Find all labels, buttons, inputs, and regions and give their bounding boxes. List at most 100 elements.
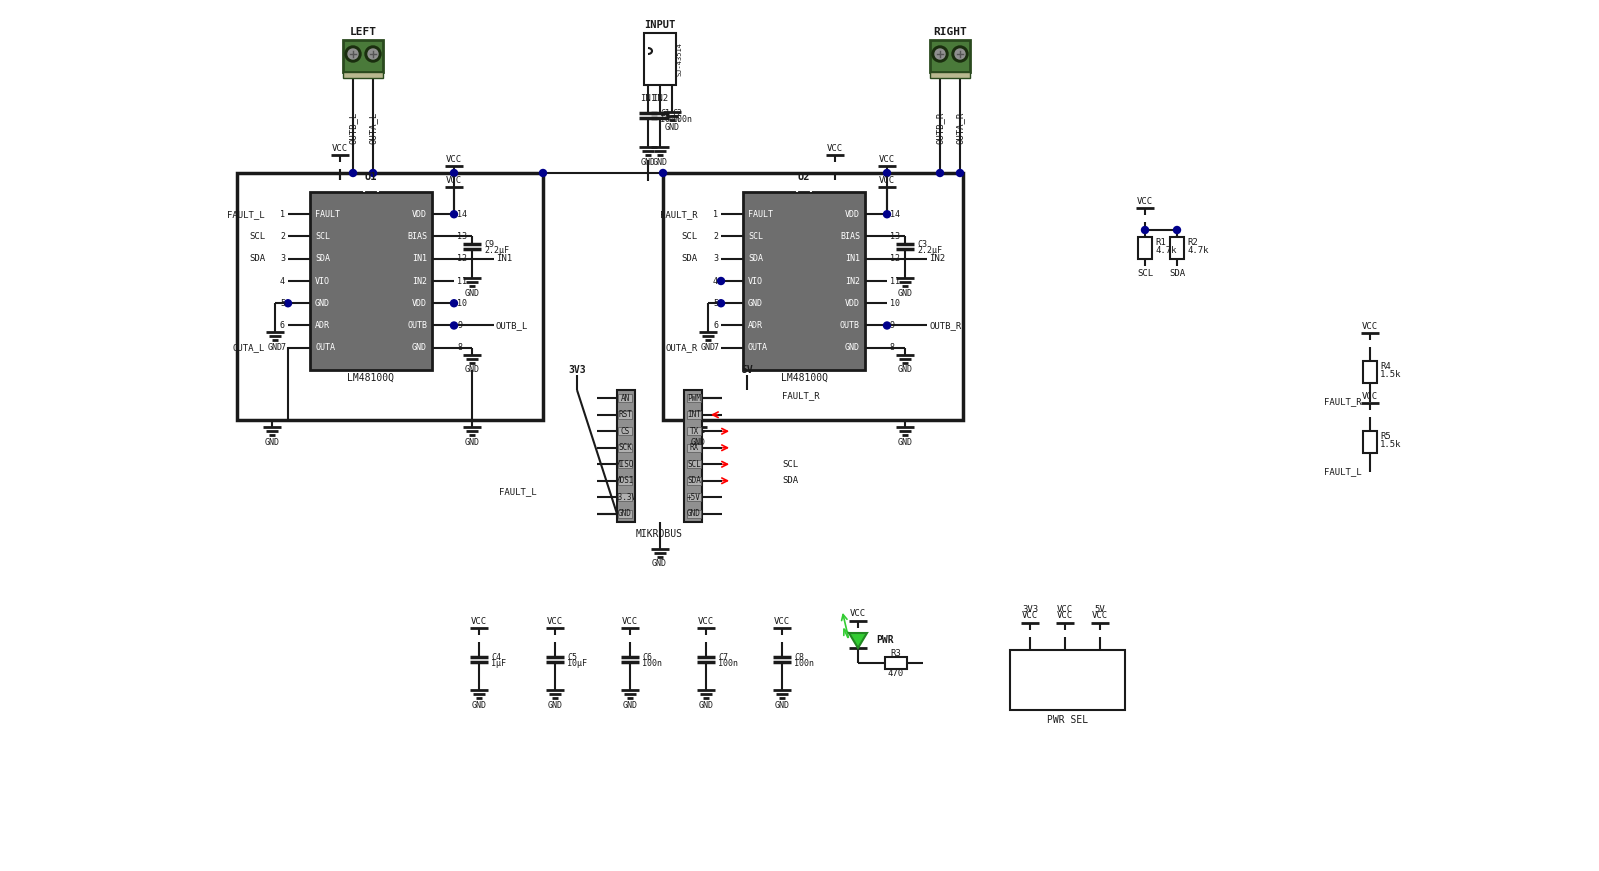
Bar [884,657,907,669]
Bar [1170,237,1183,259]
Bar [688,395,700,402]
Text: GND: GND [547,700,563,710]
Text: VCC: VCC [446,176,462,185]
Text: 3: 3 [713,254,718,263]
Text: C7: C7 [718,652,728,661]
Circle shape [349,49,358,59]
Circle shape [956,170,964,177]
Text: SJ-43514: SJ-43514 [676,42,683,76]
Text: GND: GND [665,123,680,132]
Text: C5: C5 [568,652,577,661]
Text: 8: 8 [891,343,895,352]
Text: VCC: VCC [851,610,867,618]
Bar [617,510,632,517]
Bar [688,493,700,501]
Text: OUTA_R: OUTA_R [665,343,699,352]
Circle shape [350,170,357,177]
Text: SCL: SCL [748,232,763,241]
Text: VCC: VCC [1057,611,1073,620]
Text: SDA: SDA [249,254,265,263]
Text: 7: 7 [713,343,718,352]
Bar [617,493,632,501]
Text: 470: 470 [887,670,903,679]
Bar [617,460,632,469]
Bar [688,443,700,452]
Text: SDA: SDA [782,476,798,485]
Text: VCC: VCC [1362,321,1378,330]
Circle shape [451,211,457,218]
Text: IN1: IN1 [496,254,512,263]
Text: MISO: MISO [616,460,635,469]
Text: VDD: VDD [844,299,860,307]
Text: 6: 6 [713,321,718,330]
Text: 100n: 100n [718,658,739,667]
Text: 10μF: 10μF [568,658,587,667]
Text: SCK: SCK [619,443,632,452]
Text: BIAS: BIAS [839,232,860,241]
Text: OUTB: OUTB [839,321,860,330]
Text: 13: 13 [457,232,467,241]
Circle shape [368,49,377,59]
Text: VCC: VCC [1022,611,1038,620]
Text: 3: 3 [280,254,285,263]
Text: FAULT_R: FAULT_R [782,391,820,401]
Text: VDD: VDD [413,299,427,307]
Bar [688,510,700,517]
Text: 100n: 100n [660,114,680,124]
Text: GND: GND [464,289,480,298]
Text: RX: RX [689,443,699,452]
Text: FAULT_R: FAULT_R [660,210,699,219]
Text: GND: GND [641,158,656,166]
Text: BIAS: BIAS [408,232,427,241]
Text: VCC: VCC [1092,611,1108,620]
Circle shape [718,278,724,285]
Text: C2: C2 [672,109,683,118]
Text: GND: GND [413,343,427,352]
Text: 9: 9 [457,321,462,330]
Text: FAULT: FAULT [748,210,772,219]
Bar [684,390,702,522]
Text: SDA: SDA [1169,268,1185,278]
Text: OUTB_R: OUTB_R [929,321,961,330]
Text: 13: 13 [891,232,900,241]
Text: 10: 10 [891,299,900,307]
Bar [1011,650,1126,710]
Text: GND: GND [652,559,667,569]
Circle shape [937,170,943,177]
Bar [617,390,635,522]
Text: VCC: VCC [446,154,462,164]
Text: MIKROBUS: MIKROBUS [636,529,683,539]
Circle shape [365,46,381,62]
Text: 6: 6 [280,321,285,330]
Bar [664,173,963,420]
Text: IN2: IN2 [652,94,668,103]
Text: R1: R1 [1154,238,1166,246]
Text: C1: C1 [660,109,670,118]
Circle shape [951,46,967,62]
Text: GND: GND [897,289,913,298]
Text: SCL: SCL [1137,268,1153,278]
Text: GND: GND [652,158,667,166]
Text: C9: C9 [484,240,494,249]
Text: 3V3: 3V3 [1022,605,1038,615]
Text: 100n: 100n [795,658,814,667]
Text: FAULT_L: FAULT_L [1324,468,1362,476]
Bar [617,428,632,436]
Text: 100n: 100n [643,658,662,667]
Text: C8: C8 [795,652,804,661]
Circle shape [369,170,376,177]
Polygon shape [849,633,867,648]
Text: SCL: SCL [782,460,798,469]
Text: RIGHT: RIGHT [934,27,967,37]
Bar [1362,431,1377,453]
Text: INPUT: INPUT [644,20,676,30]
Text: OUTB_L: OUTB_L [349,111,358,144]
Bar [617,395,632,402]
Text: R5: R5 [1380,431,1391,441]
Text: 4: 4 [713,276,718,286]
Circle shape [955,49,966,59]
Text: IN2: IN2 [929,254,945,263]
Circle shape [451,300,457,307]
Text: IN2: IN2 [844,276,860,286]
Bar [1362,361,1377,383]
